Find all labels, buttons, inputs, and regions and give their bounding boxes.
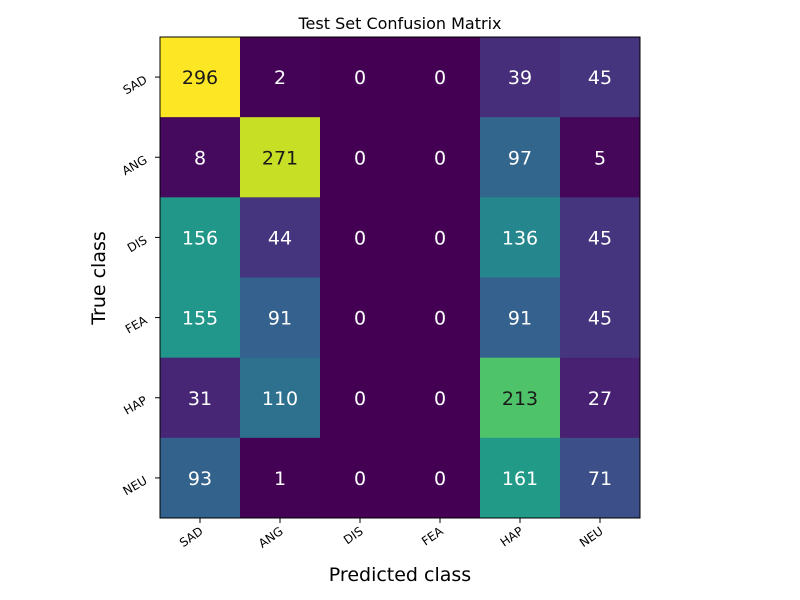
cell-value-label: 27 — [588, 388, 612, 410]
cell-value-label: 0 — [434, 227, 446, 249]
heatmap-cell — [560, 37, 641, 118]
cell-value-label: 0 — [354, 468, 366, 490]
cell-value-label: 5 — [594, 147, 606, 169]
heatmap-cell — [160, 357, 241, 439]
cell-value-label: 110 — [262, 388, 298, 410]
x-tick-label: NEU — [577, 524, 606, 550]
heatmap-cell — [240, 277, 321, 359]
heatmap-cell — [400, 357, 481, 439]
heatmap-cell — [240, 117, 321, 198]
heatmap-cell — [160, 437, 241, 519]
x-axis-ticks: SAD ANG DIS FEA HAP NEU — [177, 518, 606, 551]
cell-value-label: 39 — [508, 67, 532, 89]
x-tick-label: FEA — [419, 524, 446, 549]
cell-value-label: 0 — [434, 147, 446, 169]
heatmap-cell — [320, 357, 401, 439]
cell-value-label: 0 — [354, 308, 366, 330]
cell-value-label: 91 — [508, 308, 532, 330]
heatmap-cell — [320, 277, 401, 359]
heatmap-cell — [400, 117, 481, 198]
heatmap-cell — [160, 197, 241, 278]
chart-title: Test Set Confusion Matrix — [298, 14, 502, 33]
y-tick-label: NEU — [121, 473, 150, 498]
heatmap-cell — [480, 197, 561, 278]
y-tick-label: ANG — [120, 153, 150, 178]
heatmap-cell — [320, 117, 401, 198]
heatmap-cell — [400, 277, 481, 359]
cell-value-label: 156 — [182, 227, 218, 249]
heatmap-cell — [160, 117, 241, 198]
cell-value-label: 0 — [434, 308, 446, 330]
heatmap-cell — [160, 37, 241, 118]
x-tick-label: SAD — [177, 524, 206, 550]
heatmap-cell — [560, 357, 641, 439]
cell-value-label: 0 — [354, 147, 366, 169]
heatmap-cell — [480, 437, 561, 519]
heatmap-cell — [240, 357, 321, 439]
cell-value-label: 136 — [502, 227, 538, 249]
cell-value-label: 1 — [274, 468, 286, 490]
cell-value-label: 0 — [354, 227, 366, 249]
cell-value-label: 91 — [268, 308, 292, 330]
x-tick-label: HAP — [498, 524, 526, 550]
heatmap-cell — [560, 437, 641, 519]
heatmap-cell — [320, 437, 401, 519]
cell-value-label: 8 — [194, 147, 206, 169]
x-tick-label: ANG — [256, 524, 286, 551]
y-tick-label: SAD — [121, 73, 150, 98]
cell-value-label: 44 — [268, 227, 292, 249]
cell-value-label: 2 — [274, 67, 286, 89]
cell-value-label: 296 — [182, 67, 218, 89]
heatmap-cell — [240, 197, 321, 278]
cell-value-label: 0 — [434, 67, 446, 89]
heatmap-cell — [560, 117, 641, 198]
heatmap-cell — [240, 437, 321, 519]
cell-value-label: 155 — [182, 308, 218, 330]
heatmap-cell — [160, 277, 241, 359]
cell-value-label: 71 — [588, 468, 612, 490]
heatmap-cell — [400, 37, 481, 118]
cell-value-label: 271 — [262, 147, 298, 169]
cell-value-label: 161 — [502, 468, 538, 490]
heatmap-cell — [320, 197, 401, 278]
cell-value-label: 0 — [354, 388, 366, 410]
cell-value-label: 213 — [502, 388, 538, 410]
heatmap-cell — [480, 117, 561, 198]
cell-value-label: 31 — [188, 388, 212, 410]
cell-value-label: 0 — [354, 67, 366, 89]
y-tick-label: FEA — [123, 313, 150, 337]
cell-value-label: 45 — [588, 308, 612, 330]
heatmap-cell — [480, 277, 561, 359]
heatmap-cell — [240, 37, 321, 118]
cell-value-label: 45 — [588, 67, 612, 89]
cell-value-label: 0 — [434, 388, 446, 410]
heatmap-cell — [400, 437, 481, 519]
y-axis-label: True class — [88, 231, 110, 326]
plot-frame — [159, 36, 641, 519]
x-axis-label: Predicted class — [329, 564, 471, 586]
heatmap-cell — [400, 197, 481, 278]
y-tick-label: HAP — [121, 393, 149, 417]
cell-value-label: 0 — [434, 468, 446, 490]
cell-value-label: 45 — [588, 227, 612, 249]
cell-value-label: 93 — [188, 468, 212, 490]
heatmap-cell — [560, 277, 641, 359]
heatmap-cell — [480, 37, 561, 118]
y-tick-label: DIS — [125, 233, 150, 255]
y-axis-ticks: SAD ANG DIS FEA HAP NEU — [120, 73, 160, 498]
cell-value-label: 97 — [508, 147, 532, 169]
heatmap-cell — [320, 37, 401, 118]
heatmap-cell — [560, 197, 641, 278]
x-tick-label: DIS — [341, 524, 366, 547]
heatmap-cell — [480, 357, 561, 439]
